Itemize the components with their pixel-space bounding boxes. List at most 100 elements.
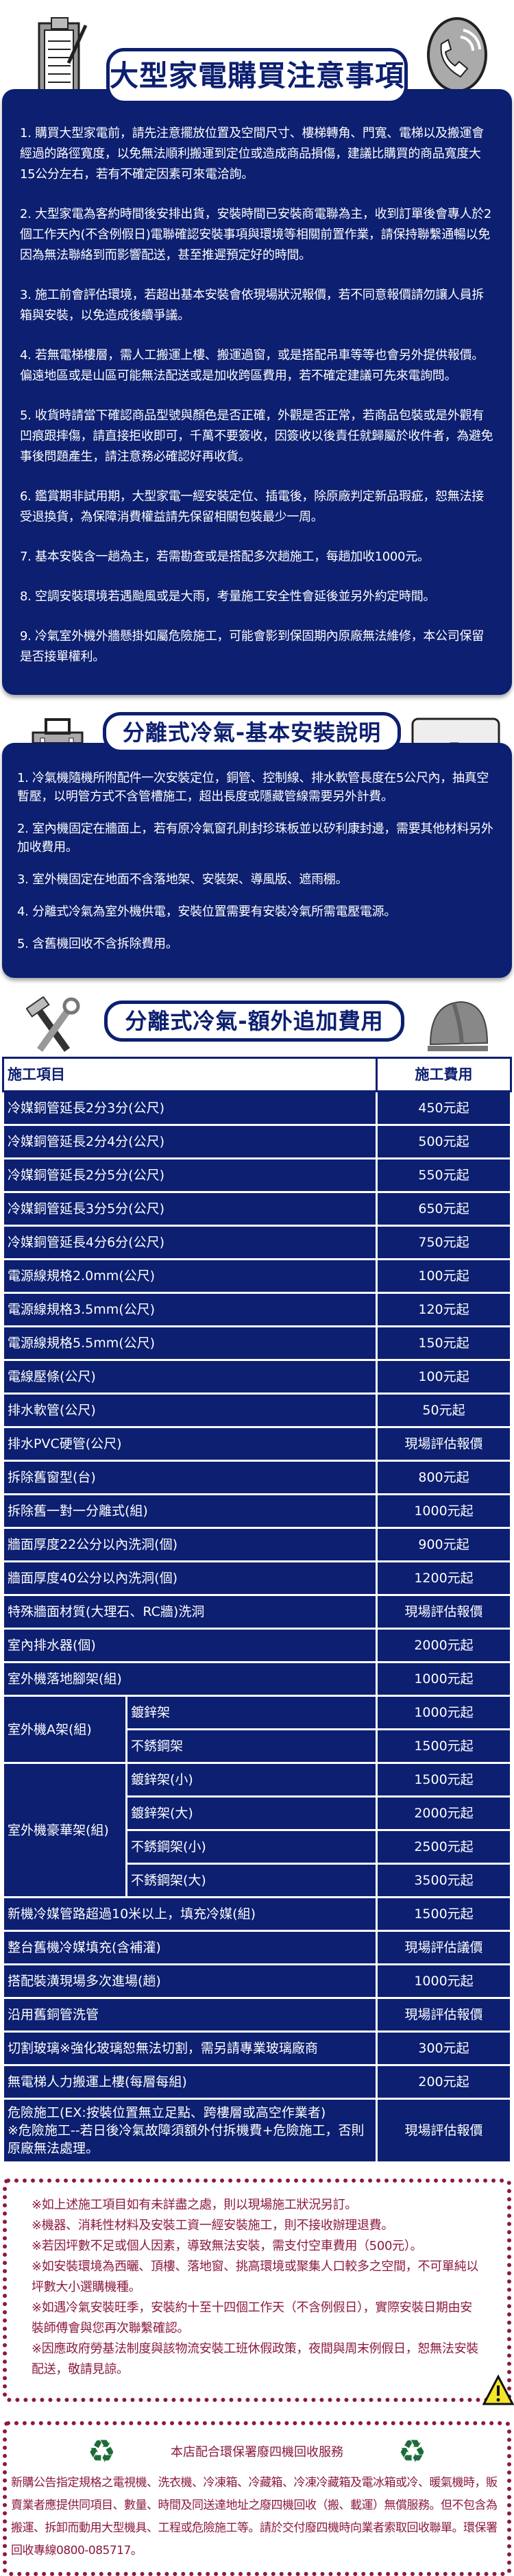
item-cell: 電源線規格2.0mm(公尺) [2,1258,378,1294]
item-cell: 室內排水器(個) [2,1628,378,1663]
item-cell: 拆除舊窗型(台) [2,1460,378,1495]
basic-install-panel: 1. 冷氣機隨機所附配件一次安裝定位，銅管、控制線、排水軟管長度在5公尺內，抽真… [2,743,512,978]
item-cell: 鍍鋅架(小) [125,1762,378,1798]
table-row: 排水軟管(公尺) 50元起 [2,1393,512,1428]
table-row: 排水PVC硬管(公尺) 現場評估報價 [2,1426,512,1462]
price-cell: 300元起 [376,2031,512,2066]
item-cell: 電線壓條(公尺) [2,1359,378,1395]
item-cell: 無電梯人力搬運上樓(每層每組) [2,2064,378,2100]
item-cell: 電源線規格3.5mm(公尺) [2,1292,378,1327]
list-item: ※機器、消耗性材料及安裝工資一經安裝施工，則不接收辦理退費。 [32,2218,394,2233]
list-item: 3. 施工前會評估環境，若超出基本安裝會依現場狀況報價，若不同意報價請勿讓人員拆… [20,288,484,323]
extra-fee-section: 分離式冷氣-額外追加費用 施工項目 施工費用 冷媒銅管延長2分3分(公尺) 450… [0,978,514,2163]
item-cell: 鍍鋅架 [125,1695,378,1730]
item-cell: 切割玻璃※強化玻璃恕無法切割，需另請專業玻璃廠商 [2,2031,378,2066]
item-cell: 電源線規格5.5mm(公尺) [2,1325,378,1361]
table-row: 沿用舊銅管洗管 現場評估報價 [2,1997,512,2033]
price-cell: 1000元起 [376,1695,512,1730]
tools-icon [26,996,80,1052]
group-label: 室外機A架(組) [2,1695,127,1764]
item-cell: 新機冷媒管路超過10米以上，填充冷媒(組) [2,1896,378,1932]
item-cell: 冷媒銅管延長3分5分(公尺) [2,1191,378,1227]
table-row: 危險施工(EX:按裝位置無立足點、跨樓層或高空作業者) ※危險施工--若日後冷氣… [2,2098,512,2163]
item-cell: 危險施工(EX:按裝位置無立足點、跨樓層或高空作業者) ※危險施工--若日後冷氣… [2,2098,378,2163]
price-cell: 2500元起 [376,1829,512,1865]
section2-title: 分離式冷氣-基本安裝說明 [103,712,401,753]
recycle-body: 新購公告指定規格之電視機、洗衣機、冷凍箱、冷藏箱、冷凍冷藏箱及電冰箱或冷、暖氣機… [11,2476,498,2557]
price-cell: 1500元起 [376,1762,512,1798]
table-row: 牆面厚度22公分以內洗洞(個) 900元起 [2,1527,512,1562]
item-cell: 整台舊機冷媒填充(含補灌) [2,1930,378,1965]
table-row: 冷媒銅管延長3分5分(公尺) 650元起 [2,1191,512,1227]
list-item: ※若因坪數不足或個人因素，導致無法安裝，需支付空車費用（500元）。 [32,2239,423,2253]
price-cell: 500元起 [376,1124,512,1160]
price-cell: 2000元起 [376,1795,512,1831]
table-row: 不銹鋼架 1500元起 [3,1728,512,1764]
recycle-box: ♻ 本店配合環保署廢四機回收服務 ♻ 新購公告指定規格之電視機、洗衣機、冷凍箱、… [3,2421,511,2576]
table-row: 室外機落地腳架(組) 1000元起 [2,1661,512,1697]
table-row: 電源線規格5.5mm(公尺) 150元起 [2,1325,512,1361]
item-cell: 搭配裝潢現場多次進場(趟) [2,1963,378,1999]
table-row: 室內排水器(個) 2000元起 [2,1628,512,1663]
item-cell: 沿用舊銅管洗管 [2,1997,378,2033]
item-cell: 拆除舊一對一分離式(組) [2,1493,378,1529]
price-cell: 1200元起 [376,1560,512,1596]
price-cell: 現場評估報價 [376,2098,512,2163]
item-cell: 室外機落地腳架(組) [2,1661,378,1697]
table-row: 拆除舊一對一分離式(組) 1000元起 [2,1493,512,1529]
table-row: 冷媒銅管延長2分3分(公尺) 450元起 [2,1090,512,1126]
item-cell: 不銹鋼架(大) [125,1863,378,1898]
price-cell: 750元起 [376,1225,512,1260]
price-cell: 120元起 [376,1292,512,1327]
table-row: 電源線規格3.5mm(公尺) 120元起 [2,1292,512,1327]
clipboard-icon [38,17,88,103]
table-row: 電源線規格2.0mm(公尺) 100元起 [2,1258,512,1294]
item-cell: 鍍鋅架(大) [125,1795,378,1831]
helmet-icon [428,1001,489,1051]
price-cell: 1000元起 [376,1963,512,1999]
item-cell: 冷媒銅管延長4分6分(公尺) [2,1225,378,1260]
list-item: ※因應政府勞基法制度與該物流安裝工班休假政策，夜間與周末例假日，恕無法安裝配送，… [32,2342,478,2377]
list-item: 1. 購買大型家電前，請先注意擺放位置及空間尺寸、樓梯轉角、門寬、電梯以及搬運會… [20,126,484,182]
header-price: 施工費用 [376,1057,512,1092]
table-header-row: 施工項目 施工費用 [2,1057,512,1092]
price-cell: 1500元起 [376,1896,512,1932]
section1-title: 大型家電購買注意事項 [106,48,408,104]
table-row: 冷媒銅管延長4分6分(公尺) 750元起 [2,1225,512,1260]
table-row: 室外機A架(組) 鍍鋅架 1000元起 [2,1695,512,1764]
list-item: 1. 冷氣機隨機所附配件一次安裝定位，銅管、控制線、排水軟管長度在5公尺內，抽真… [17,771,489,804]
item-cell: 不銹鋼架 [125,1728,378,1764]
extra-fee-table: 施工項目 施工費用 冷媒銅管延長2分3分(公尺) 450元起 冷媒銅管延長2分4分(… [2,1057,512,2163]
price-cell: 現場評估報價 [376,1426,512,1462]
price-cell: 550元起 [376,1157,512,1193]
table-row: 牆面厚度40公分以內洗洞(個) 1200元起 [2,1560,512,1596]
recycle-icon: ♻ [398,2433,427,2470]
price-cell: 1000元起 [376,1661,512,1697]
item-cell: 牆面厚度22公分以內洗洞(個) [2,1527,378,1562]
price-cell: 現場評估報價 [376,1997,512,2033]
list-item: 5. 含舊機回收不含拆除費用。 [17,937,178,951]
list-item: 8. 空調安裝環境若遇颱風或是大雨，考量施工安全性會延後並另外約定時間。 [20,589,436,604]
purchase-notice-panel: 1. 購買大型家電前，請先注意擺放位置及空間尺寸、樓梯轉角、門寬、電梯以及搬運會… [2,89,512,695]
price-cell: 100元起 [376,1359,512,1395]
price-cell: 1500元起 [376,1728,512,1764]
group-label: 室外機豪華架(組) [2,1762,127,1898]
item-cell: 特殊牆面材質(大理石、RC牆)洗洞 [2,1594,378,1630]
table-row: 鍍鋅架(大) 2000元起 [3,1795,512,1831]
price-cell: 現場評估議價 [376,1930,512,1965]
table-row: 不銹鋼架(大) 3500元起 [3,1863,512,1898]
warning-icon [482,2375,514,2405]
list-item: 7. 基本安裝含一趟為主，若需勘查或是搭配多次趟施工，每趟加收1000元。 [20,550,430,564]
table-row: 電線壓條(公尺) 100元起 [2,1359,512,1395]
table-row: 無電梯人力搬運上樓(每層每組) 200元起 [2,2064,512,2100]
list-item: 3. 室外機固定在地面不含落地架、安裝架、導風版、遮雨棚。 [17,872,348,887]
table-row: 拆除舊窗型(台) 800元起 [2,1460,512,1495]
table-row: 不銹鋼架(小) 2500元起 [3,1829,512,1865]
price-cell: 200元起 [376,2064,512,2100]
item-cell: 排水軟管(公尺) [2,1393,378,1428]
table-row: 室外機豪華架(組) 鍍鋅架(小) 1500元起 [2,1762,512,1898]
basic-install-section: 分離式冷氣-基本安裝說明 1. 冷氣機隨機所附配件一次安裝定位，銅管、控制線、排… [0,695,514,978]
table-row: 新機冷媒管路超過10米以上，填充冷媒(組) 1500元起 [2,1896,512,1932]
item-cell: 牆面厚度40公分以內洗洞(個) [2,1560,378,1596]
list-item: 2. 室內機固定在牆面上，若有原冷氣窗孔則封珍珠板並以矽利康封邊，需要其他材料另… [17,822,493,855]
